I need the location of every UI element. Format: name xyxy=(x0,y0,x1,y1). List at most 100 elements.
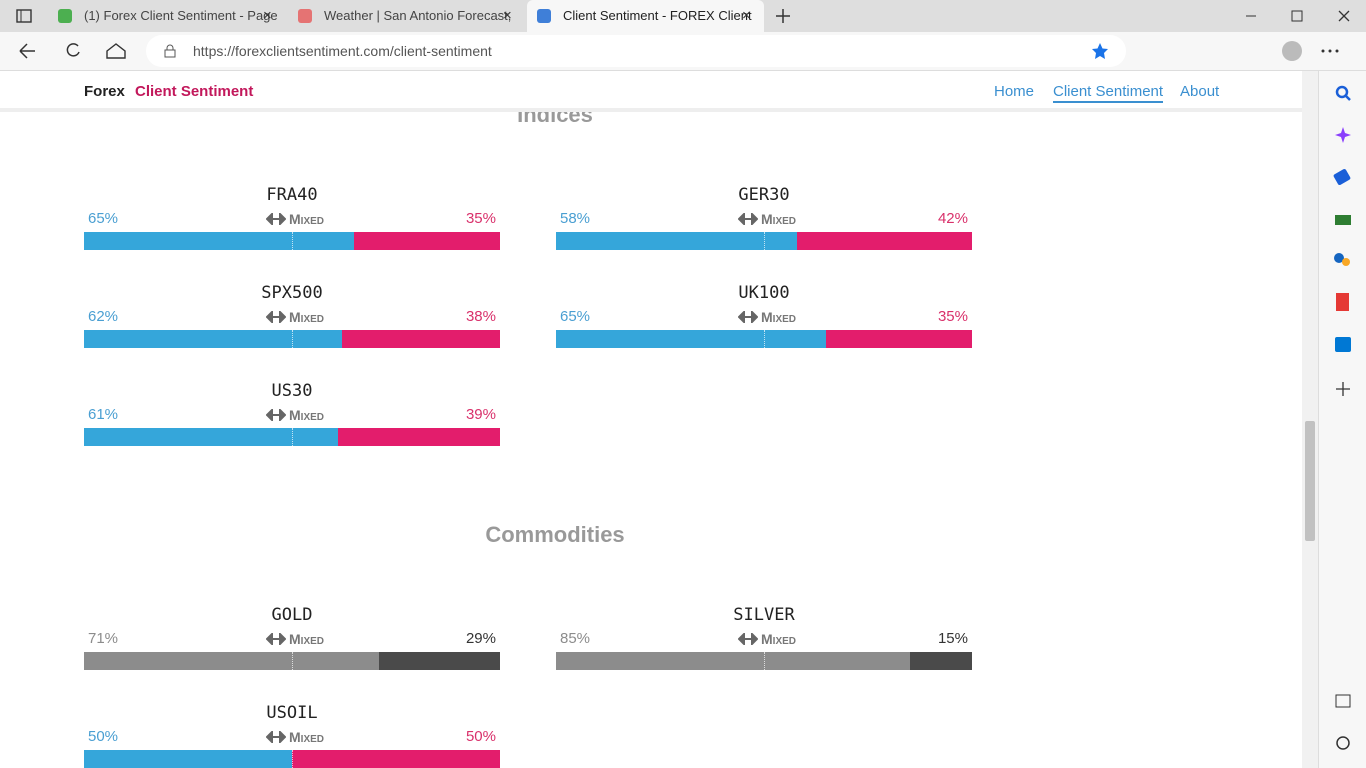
nav-link[interactable]: Client Sentiment xyxy=(1053,83,1164,103)
symbol: GER30 xyxy=(738,185,790,205)
nav-link[interactable]: Home xyxy=(994,83,1035,100)
short-bar xyxy=(379,652,500,670)
url: https://forexclientsentiment.com/client-… xyxy=(193,43,492,59)
tab-title: Weather | San Antonio Forecast, xyxy=(324,8,512,23)
short-pct: 35% xyxy=(937,308,968,325)
short-bar xyxy=(292,750,500,768)
long-pct: 62% xyxy=(88,308,119,325)
address-bar[interactable]: https://forexclientsentiment.com/client-… xyxy=(146,35,1126,67)
tab-icon xyxy=(537,9,551,23)
toolbar: https://forexclientsentiment.com/client-… xyxy=(0,32,1366,71)
long-bar xyxy=(556,232,798,250)
short-bar xyxy=(337,428,500,446)
window-controls[interactable] xyxy=(1240,8,1360,24)
long-pct: 58% xyxy=(560,210,591,227)
web-content: Indices FRA40 65% 35% Mixed GER30 58% 42% Mixed S… xyxy=(0,71,1302,768)
instrument: US30 61% 39% Mixed xyxy=(84,381,500,451)
nav-buttons[interactable] xyxy=(18,42,138,60)
tab-icon xyxy=(58,9,72,23)
symbol: GOLD xyxy=(271,605,313,625)
short-pct: 15% xyxy=(937,630,968,647)
brand-name[interactable]: Client Sentiment xyxy=(135,83,254,100)
midline xyxy=(292,428,293,446)
arrow-icon xyxy=(266,213,286,225)
long-pct: 50% xyxy=(88,728,119,745)
tab-actions-icon[interactable] xyxy=(16,8,32,24)
instrument: USOIL 50% 50% Mixed xyxy=(84,703,500,768)
symbol: UK100 xyxy=(738,283,790,303)
sentiment: Mixed xyxy=(761,631,797,647)
short-pct: 35% xyxy=(465,210,496,227)
long-pct: 65% xyxy=(88,210,119,227)
long-bar xyxy=(84,232,355,250)
sentiment: Mixed xyxy=(761,211,797,227)
tab-title: (1) Forex Client Sentiment - Page xyxy=(84,8,278,23)
short-bar xyxy=(797,232,972,250)
long-pct: 85% xyxy=(560,630,591,647)
midline xyxy=(292,330,293,348)
long-bar xyxy=(84,428,338,446)
short-bar xyxy=(354,232,500,250)
short-pct: 39% xyxy=(465,406,496,423)
long-pct: 71% xyxy=(88,630,119,647)
arrow-icon xyxy=(738,311,758,323)
profile-menu[interactable] xyxy=(1275,39,1355,63)
long-bar xyxy=(84,652,380,670)
sentiment: Mixed xyxy=(289,309,325,325)
new-tab-button[interactable] xyxy=(775,8,791,24)
arrow-icon xyxy=(266,311,286,323)
tab-title: Client Sentiment - FOREX Client xyxy=(563,8,752,23)
arrow-icon xyxy=(266,633,286,645)
main: Indices FRA40 65% 35% Mixed GER30 58% 42% Mixed S… xyxy=(0,71,1302,768)
sentiment: Mixed xyxy=(289,407,325,423)
lock-icon xyxy=(164,44,176,58)
short-bar xyxy=(909,652,972,670)
short-bar xyxy=(341,330,500,348)
brand-forex[interactable]: Forex xyxy=(84,83,125,100)
midline xyxy=(292,652,293,670)
long-bar xyxy=(84,750,292,768)
short-bar xyxy=(826,330,972,348)
symbol: SILVER xyxy=(733,605,795,625)
tab-strip: (1) Forex Client Sentiment - Page × Weathe… xyxy=(0,0,1366,32)
instrument: SPX500 62% 38% Mixed xyxy=(84,283,500,353)
tab[interactable]: Client Sentiment - FOREX Client × xyxy=(527,0,764,32)
short-pct: 50% xyxy=(465,728,496,745)
long-pct: 61% xyxy=(88,406,119,423)
midline xyxy=(764,330,765,348)
long-bar xyxy=(556,330,827,348)
tab-close[interactable]: × xyxy=(503,7,512,24)
long-bar xyxy=(84,330,342,348)
arrow-icon xyxy=(738,213,758,225)
scroll-thumb[interactable] xyxy=(1305,421,1315,541)
arrow-icon xyxy=(266,731,286,743)
arrow-icon xyxy=(266,409,286,421)
instrument: FRA40 65% 35% Mixed xyxy=(84,185,500,255)
instrument: GER30 58% 42% Mixed xyxy=(556,185,972,255)
midline xyxy=(764,652,765,670)
favorite-star[interactable] xyxy=(1091,42,1109,60)
site-header: Forex Client Sentiment Home Client Sentim… xyxy=(0,71,1302,112)
sidebar xyxy=(1318,71,1366,768)
short-pct: 38% xyxy=(465,308,496,325)
tab[interactable]: Weather | San Antonio Forecast, × xyxy=(288,0,525,32)
tab-close[interactable]: × xyxy=(263,7,272,24)
sentiment: Mixed xyxy=(289,211,325,227)
short-pct: 29% xyxy=(465,630,496,647)
arrow-icon xyxy=(738,633,758,645)
sentiment: Mixed xyxy=(289,631,325,647)
symbol: US30 xyxy=(271,381,313,401)
sidebar-icons[interactable] xyxy=(1319,71,1366,768)
symbol: SPX500 xyxy=(261,283,323,303)
sentiment: Mixed xyxy=(289,729,325,745)
midline xyxy=(292,750,293,768)
scrollbar xyxy=(1302,71,1318,768)
midline xyxy=(292,232,293,250)
instrument: SILVER 85% 15% Mixed xyxy=(556,605,972,675)
nav-link[interactable]: About xyxy=(1180,83,1220,100)
tab[interactable]: (1) Forex Client Sentiment - Page × xyxy=(48,0,285,32)
tab-close[interactable]: × xyxy=(742,7,751,24)
instrument: GOLD 71% 29% Mixed xyxy=(84,605,500,675)
symbol: FRA40 xyxy=(266,185,318,205)
